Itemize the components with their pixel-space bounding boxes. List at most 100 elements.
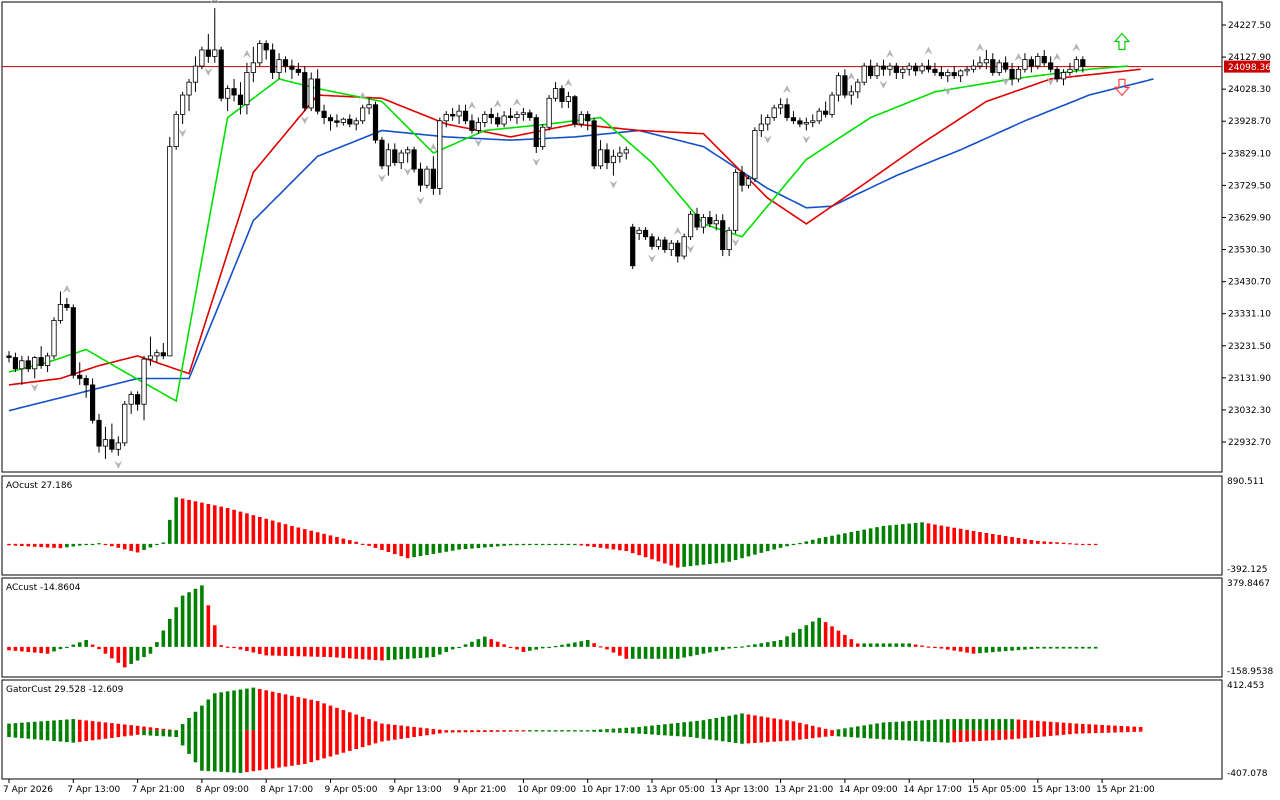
ao-bar — [900, 524, 905, 544]
gator-lower-bar — [1106, 730, 1111, 733]
gator-lower-bar — [759, 730, 764, 743]
candle-bear — [507, 115, 514, 118]
gator-lower-bar — [798, 730, 802, 740]
candle-bull — [726, 229, 732, 251]
ao-bar — [39, 543, 43, 548]
candle-bull — [983, 59, 989, 64]
ac-bar — [611, 646, 616, 653]
ac-bar — [753, 644, 757, 647]
ac-bar — [810, 621, 815, 647]
ac-bar — [708, 646, 712, 653]
ac-bar — [399, 646, 404, 660]
ao-bar — [566, 543, 571, 546]
ao-bar — [193, 501, 198, 544]
fractal-up-icon — [847, 72, 856, 81]
ao-bar — [290, 525, 294, 544]
gator-upper-bar — [740, 713, 744, 731]
ao-bar — [868, 528, 873, 544]
gator-lower-bar — [958, 730, 963, 742]
gator-upper-bar — [97, 721, 101, 731]
ao-bar — [521, 543, 526, 546]
gator-upper-bar — [810, 725, 815, 731]
ao-bar — [695, 543, 699, 566]
gator-lower-bar — [283, 730, 288, 767]
candle-bear — [25, 360, 31, 370]
gator-lower-bar — [669, 730, 674, 736]
ac-bar — [836, 630, 841, 647]
candle-bear — [784, 104, 790, 118]
gator-upper-bar — [129, 725, 133, 731]
ac-bar — [483, 636, 487, 647]
gator-upper-bar — [354, 714, 359, 731]
fractal-down-icon — [879, 80, 888, 89]
gator-lower-bar — [84, 730, 88, 742]
ao-bar — [733, 543, 738, 561]
gator-upper-bar — [875, 723, 879, 731]
ac-bar — [444, 646, 449, 652]
candle-bull — [1060, 72, 1067, 80]
gator-lower-bar — [270, 730, 275, 769]
candle-bull — [700, 217, 707, 228]
gator-lower-bar — [187, 730, 191, 754]
gator-upper-bar — [598, 729, 603, 731]
ac-bar — [302, 646, 307, 657]
gator-lower-bar — [965, 730, 969, 742]
gator-upper-bar — [52, 720, 56, 731]
gator-lower-bar — [810, 730, 815, 739]
ao-bar — [990, 533, 995, 544]
ac-bar — [656, 646, 661, 659]
gator-lower-bar — [945, 730, 950, 743]
gator-lower-bar — [193, 730, 198, 763]
ao-bar — [1023, 538, 1027, 544]
ac-bar — [688, 646, 693, 657]
candle-bear — [823, 110, 829, 115]
candle-bear — [70, 307, 76, 376]
price-tick-label: 23131.90 — [1228, 374, 1271, 384]
candle-bear — [237, 94, 244, 106]
candle-bull — [919, 65, 925, 72]
fractal-up-icon — [1072, 43, 1081, 52]
ao-bar — [148, 543, 153, 548]
ac-bar — [116, 646, 121, 663]
candle-bear — [83, 378, 89, 386]
fractal-up-icon — [975, 43, 984, 52]
gator-lower-bar — [688, 730, 693, 738]
ac-bar — [193, 588, 198, 647]
gator-lower-bar — [1061, 730, 1066, 735]
gator-lower-bar — [765, 730, 770, 743]
candle-bear — [527, 112, 533, 118]
candle-bull — [199, 49, 205, 67]
gator-upper-bar — [663, 724, 667, 731]
gator-upper-bar — [1106, 725, 1111, 731]
ac-title: ACcust -14.8604 — [6, 583, 81, 593]
candle-bear — [707, 217, 713, 225]
ac-bar — [206, 605, 211, 647]
candle-bull — [855, 81, 861, 93]
ao-bar — [515, 543, 519, 546]
candle-bear — [96, 419, 102, 447]
ao-bar — [167, 519, 172, 544]
gator-upper-bar — [65, 719, 69, 731]
gator-lower-bar — [1087, 730, 1092, 734]
ao-bar — [1068, 543, 1072, 545]
gator-max-label: 412.453 — [1227, 681, 1264, 691]
ac-bar — [393, 646, 397, 660]
gator-lower-bar — [200, 730, 204, 771]
candle-bull — [398, 152, 404, 164]
gator-lower-bar — [508, 730, 513, 732]
candle-bull — [257, 43, 263, 64]
ac-bar — [515, 646, 519, 650]
gator-lower-bar — [836, 730, 841, 737]
fractal-down-icon — [943, 87, 952, 96]
candle-bull — [514, 113, 520, 118]
candle-bull — [57, 303, 64, 321]
gator-upper-bar — [643, 726, 648, 731]
fractal-down-icon — [802, 135, 811, 144]
gator-lower-bar — [309, 730, 314, 763]
gator-min-label: -407.078 — [1227, 769, 1268, 779]
ao-bar — [476, 543, 481, 548]
candle-bear — [790, 117, 797, 122]
gator-upper-bar — [103, 722, 108, 731]
candle-bear — [495, 117, 501, 125]
gator-lower-bar — [206, 730, 211, 772]
